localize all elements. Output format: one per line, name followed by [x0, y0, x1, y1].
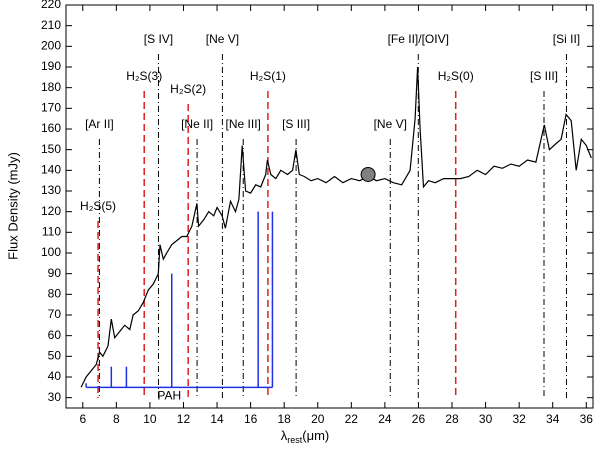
pah-label: PAH — [157, 389, 181, 403]
x-tick-label: 10 — [143, 412, 157, 426]
y-tick-label: 30 — [48, 390, 62, 404]
y-tick-label: 190 — [41, 59, 61, 73]
y-tick-label: 140 — [41, 163, 61, 177]
y-tick-label: 130 — [41, 183, 61, 197]
x-tick-label: 34 — [546, 412, 560, 426]
emission-line-label: H₂S(1) — [250, 69, 286, 83]
emission-line-label: [Ar II] — [85, 117, 114, 131]
x-label-subscript: rest — [287, 435, 303, 445]
x-tick-label: 22 — [345, 412, 359, 426]
emission-line-label: H₂S(5) — [80, 199, 116, 213]
x-tick-label: 30 — [479, 412, 493, 426]
x-label-unit: (μm) — [302, 428, 329, 443]
emission-line-label: [Ne II] — [181, 117, 213, 131]
emission-line-label: [Ne III] — [226, 117, 261, 131]
y-axis-label: Flux Density (mJy) — [5, 152, 20, 260]
x-tick-label: 18 — [278, 412, 292, 426]
x-tick-label: 8 — [113, 412, 120, 426]
y-tick-label: 160 — [41, 121, 61, 135]
y-tick-label: 60 — [48, 328, 62, 342]
plot-frame — [65, 4, 594, 409]
y-tick-label: 50 — [48, 349, 62, 363]
x-tick-label: 24 — [378, 412, 392, 426]
y-tick-label: 110 — [42, 225, 61, 239]
emission-line-label: [Si II] — [553, 32, 580, 46]
photometry-point — [360, 166, 376, 182]
y-tick-label: 70 — [48, 307, 62, 321]
x-tick-label: 6 — [79, 412, 86, 426]
emission-line-label: [S IV] — [144, 32, 173, 46]
x-tick-label: 26 — [412, 412, 426, 426]
y-tick-label: 170 — [41, 101, 61, 115]
y-tick-label: 210 — [41, 18, 61, 32]
x-tick-label: 16 — [244, 412, 258, 426]
y-tick-label: 100 — [41, 245, 61, 259]
emission-line-label: [S III] — [282, 117, 310, 131]
y-tick-label: 80 — [48, 287, 62, 301]
x-tick-label: 14 — [210, 412, 224, 426]
emission-line-label: H₂S(2) — [170, 82, 206, 96]
y-tick-label: 40 — [48, 369, 62, 383]
y-tick-label: 180 — [41, 80, 61, 94]
y-tick-label: 220 — [41, 0, 61, 11]
emission-line-label: H₂S(0) — [438, 69, 474, 83]
x-label-symbol: λ — [281, 428, 288, 443]
x-tick-label: 36 — [580, 412, 594, 426]
emission-line-label: [S III] — [530, 69, 558, 83]
x-tick-label: 32 — [512, 412, 526, 426]
y-tick-label: 120 — [41, 204, 61, 218]
emission-line-label: [Fe II]/[OIV] — [388, 32, 449, 46]
x-axis-label: λrest(μm) — [281, 428, 330, 445]
y-tick-label: 90 — [48, 266, 62, 280]
x-tick-label: 20 — [311, 412, 325, 426]
y-tick-label: 200 — [41, 39, 61, 53]
x-tick-label: 28 — [445, 412, 459, 426]
x-tick-label: 12 — [177, 412, 191, 426]
spectrum-line — [80, 66, 592, 388]
emission-line-label: H₂S(3) — [126, 69, 162, 83]
y-tick-label: 150 — [41, 142, 61, 156]
emission-line-label: [Ne V] — [206, 32, 239, 46]
emission-line-label: [Ne V] — [374, 117, 407, 131]
